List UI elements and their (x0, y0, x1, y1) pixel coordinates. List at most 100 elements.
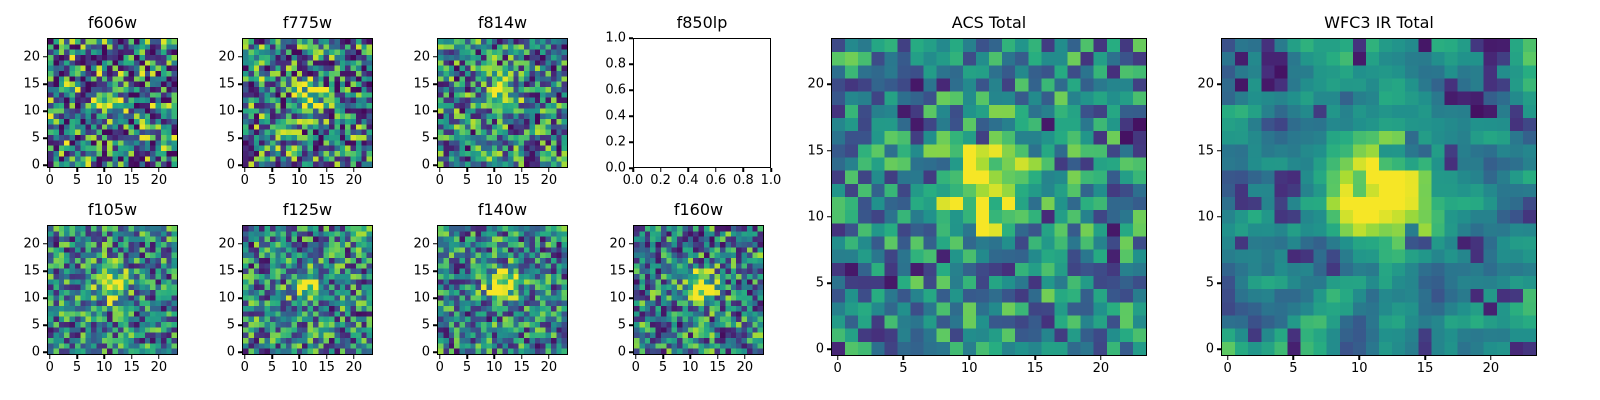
x-tick-mark (662, 355, 664, 359)
y-tick-mark (238, 56, 242, 58)
panel-f850lp: f850lp 0.0 0.2 0.4 0.6 0.8 1.0 0.0 0.2 0.4 0.6 0.8… (605, 15, 781, 188)
y-tick-mark (43, 56, 47, 58)
x-tick-label: 20 (150, 360, 168, 375)
x-tick-label: 5 (462, 173, 472, 188)
x-tick-mark (48, 355, 51, 359)
y-tick-label: 10 (218, 103, 235, 119)
y-tick-label: 0.2 (605, 134, 626, 150)
y-tick-mark (827, 216, 831, 218)
x-tick-label: 0.6 (705, 173, 727, 188)
y-tick-label: 10 (609, 290, 626, 306)
y-tick-label: 0 (617, 344, 626, 360)
y-tick-mark (238, 297, 242, 299)
x-tick-label: 5 (1289, 361, 1298, 376)
y-tick-mark (433, 243, 437, 245)
panel-f140w: f140w 0 5 10 15 20 0 5 10 15 20 (413, 202, 568, 374)
x-tick-mark (1100, 356, 1102, 360)
y-tick-label: 15 (218, 76, 235, 92)
x-tick-mark (744, 355, 746, 359)
y-tick-mark (629, 297, 633, 299)
x-tick-mark (770, 168, 772, 172)
y-tick-label: 15 (23, 263, 40, 279)
x-tick-label: 5 (658, 360, 668, 375)
y-tick-label: 0.4 (605, 108, 626, 124)
y-tick-mark (43, 243, 47, 245)
x-tick-mark (634, 355, 637, 359)
y-tick-mark (238, 110, 242, 112)
panel-title: f850lp (676, 13, 728, 32)
panel-title: f606w (87, 13, 138, 32)
x-tick-label: 5 (899, 361, 908, 376)
y-tick-label: 5 (31, 130, 40, 146)
heatmap-plot-area (437, 38, 568, 168)
panel-f160w: f160w 0 5 10 15 20 0 5 10 15 20 (609, 202, 764, 374)
y-tick-label: 20 (413, 236, 430, 252)
y-tick-label: 20 (218, 49, 235, 65)
x-tick-mark (716, 355, 719, 359)
x-tick-label: 10 (291, 173, 308, 188)
x-tick-label: 10 (486, 360, 503, 375)
y-tick-label: 5 (31, 317, 40, 333)
heatmap-image (438, 39, 567, 167)
y-tick-mark (629, 115, 633, 117)
y-tick-mark (629, 37, 633, 39)
x-tick-mark (1292, 356, 1295, 360)
y-tick-label: 10 (1197, 209, 1214, 225)
x-tick-mark (1358, 356, 1360, 360)
x-tick-mark (659, 168, 662, 172)
x-tick-mark (271, 355, 273, 359)
x-tick-label: 20 (150, 173, 168, 188)
y-tick-mark (433, 83, 437, 85)
x-tick-mark (298, 355, 301, 359)
x-tick-mark (48, 168, 51, 172)
x-tick-label: 0.2 (650, 173, 671, 188)
x-tick-label: 0 (435, 173, 444, 188)
heatmap-image (243, 39, 372, 167)
heatmap-plot-area (242, 38, 373, 168)
x-tick-mark (968, 356, 970, 360)
panel-title: f160w (673, 200, 724, 219)
x-tick-mark (325, 168, 328, 172)
x-tick-mark (836, 356, 839, 360)
y-tick-mark (238, 83, 242, 85)
heatmap-plot-area (831, 38, 1147, 356)
y-tick-label: 5 (226, 317, 235, 333)
y-tick-mark (629, 167, 633, 169)
y-tick-mark (43, 297, 47, 299)
y-tick-label: 10 (218, 290, 235, 306)
x-tick-mark (438, 168, 441, 172)
x-tick-label: 5 (72, 360, 82, 375)
x-tick-mark (158, 168, 160, 172)
y-tick-label: 20 (413, 49, 430, 65)
x-tick-mark (353, 168, 355, 172)
x-tick-label: 0 (45, 173, 54, 188)
panel-title: f125w (282, 200, 333, 219)
x-tick-mark (493, 355, 496, 359)
y-tick-label: 10 (413, 290, 430, 306)
y-tick-label: 0 (31, 157, 40, 173)
y-tick-mark (43, 164, 47, 167)
y-tick-label: 0 (31, 344, 40, 360)
x-tick-label: 0 (240, 360, 249, 375)
y-tick-label: 10 (23, 290, 40, 306)
y-tick-label: 20 (1197, 76, 1214, 92)
x-tick-mark (902, 356, 905, 360)
x-tick-label: 5 (462, 360, 472, 375)
heatmap-image (634, 226, 763, 354)
y-tick-mark (629, 324, 633, 326)
x-tick-label: 0 (833, 361, 842, 376)
y-tick-mark (433, 137, 437, 139)
panel-title: f814w (477, 13, 528, 32)
y-tick-mark (629, 63, 633, 65)
y-tick-mark (238, 164, 242, 167)
x-tick-mark (1226, 356, 1229, 360)
x-tick-mark (130, 168, 133, 172)
heatmap-plot-area (437, 225, 568, 355)
heatmap-image (832, 39, 1146, 355)
empty-plot-area (633, 38, 771, 168)
y-tick-label: 5 (421, 130, 430, 146)
panel-acs-total: ACS Total 0 5 10 15 20 0 5 10 15 20 (807, 15, 1147, 375)
y-tick-mark (827, 282, 831, 284)
y-tick-mark (43, 351, 47, 354)
y-tick-label: 15 (807, 143, 824, 159)
